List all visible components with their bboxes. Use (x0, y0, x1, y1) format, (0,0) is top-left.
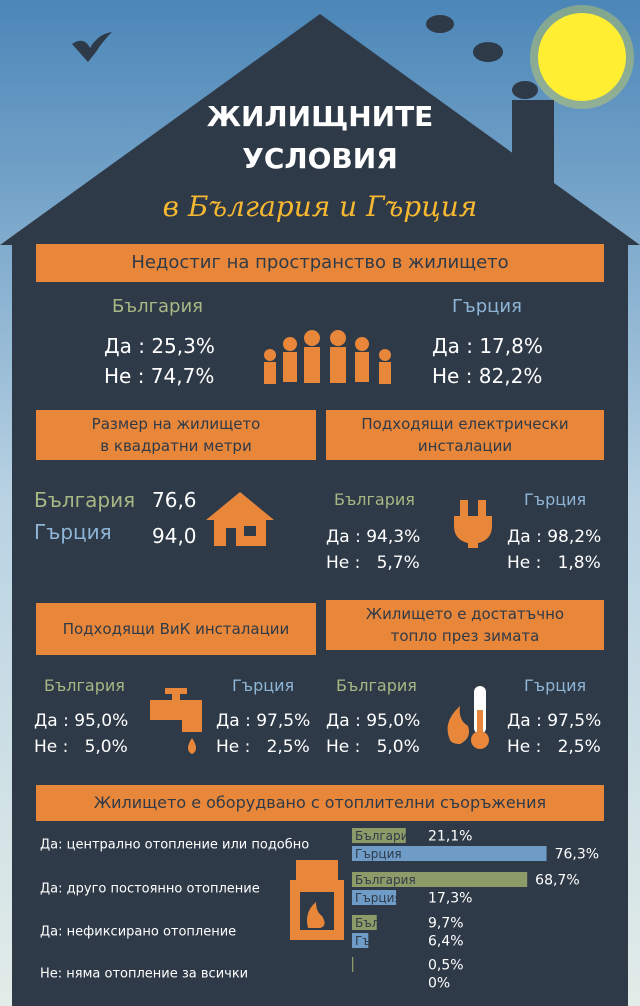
section-heading: Жилището е достатъчно топло през зимата (326, 600, 604, 650)
house-icon (206, 492, 274, 546)
value-label: 0,5% (428, 958, 464, 974)
bar (352, 957, 354, 972)
bar (352, 915, 377, 930)
value: Да : 97,5% (216, 711, 311, 731)
title-line1: ЖИЛИЩНИТЕ (206, 100, 434, 133)
country: Гърция (34, 520, 112, 544)
series-name: България (355, 916, 416, 930)
thermometer-icon (447, 686, 489, 749)
value-label: 76,3% (555, 847, 599, 863)
value: Да : 98,2% (507, 527, 602, 547)
value-label: 68,7% (535, 873, 579, 889)
series-name: Гърция (355, 976, 402, 990)
subtitle: в България и Гърция (162, 190, 478, 223)
value: Не : 2,5% (507, 737, 601, 757)
bar (352, 933, 369, 948)
value: Да : 97,5% (507, 711, 602, 731)
section-heading: Подходящи електрически инсталации (326, 410, 604, 460)
series-name: България (355, 873, 416, 887)
value: Да : 94,3% (326, 527, 421, 547)
value: Не : 5,0% (34, 737, 128, 757)
value-label: 21,1% (428, 829, 472, 845)
series-name: България (355, 958, 416, 972)
bar (352, 872, 528, 887)
roof (0, 14, 640, 245)
series-name: Гърция (355, 891, 402, 905)
series-name: Гърция (355, 934, 402, 948)
category-label: Да: друго постоянно отопление (40, 882, 260, 897)
country: България (336, 676, 417, 695)
title-line2: УСЛОВИЯ (242, 142, 398, 175)
heading-line: Жилището е достатъчно (365, 605, 565, 623)
clouds (426, 15, 538, 99)
bird (72, 32, 112, 62)
value-label: 9,7% (428, 916, 464, 932)
category-label: Да: нефиксирано отопление (40, 925, 236, 940)
heading-line: Жилището е оборудвано с отоплителни съор… (93, 793, 547, 812)
sun (538, 13, 626, 101)
value: Не : 74,7% (104, 364, 215, 388)
heading-line: Недостиг на пространство в жилището (131, 252, 509, 273)
bar (352, 828, 406, 843)
category-label: Не: няма отопление за всички (40, 967, 248, 982)
country: Гърция (524, 676, 587, 695)
chart-title: Жилището е оборудвано с отоплителни съор… (36, 785, 604, 821)
country: Гърция (524, 490, 587, 509)
country: Гърция (452, 296, 522, 317)
bar (352, 846, 547, 861)
series-name: Гърция (355, 847, 402, 861)
value: Не : 5,0% (326, 737, 420, 757)
heading-line: Размер на жилището (91, 415, 261, 433)
fireplace-icon (290, 860, 344, 940)
series-name: България (355, 829, 416, 843)
value: Не : 2,5% (216, 737, 310, 757)
family-icon (264, 330, 391, 384)
section-heading: Размер на жилището в квадратни метри (36, 410, 316, 460)
faucet-icon (150, 688, 202, 754)
country: България (112, 296, 204, 317)
heading-line: Подходящи електрически (361, 415, 569, 433)
bar (352, 890, 397, 905)
category-label: Да: централно отопление или подобно (40, 838, 309, 853)
value: Да : 95,0% (34, 711, 129, 731)
section-heading: Подходящи ВиК инсталации (36, 603, 316, 655)
value: Да : 17,8% (432, 334, 543, 358)
value-label: 17,3% (428, 891, 472, 907)
heading-line: в квадратни метри (100, 437, 252, 455)
value: 76,6 (152, 488, 197, 512)
value-label: 0% (428, 976, 450, 992)
value: Не : 1,8% (507, 553, 601, 573)
value: Да : 95,0% (326, 711, 421, 731)
heading-line: инсталации (417, 437, 513, 455)
country: България (334, 490, 415, 509)
country: България (34, 488, 136, 512)
plug-icon (454, 500, 492, 548)
value: 94,0 (152, 524, 197, 548)
country: България (44, 676, 125, 695)
value: Не : 5,7% (326, 553, 420, 573)
value: Да : 25,3% (104, 334, 215, 358)
value: Не : 82,2% (432, 364, 543, 388)
heading-line: топло през зимата (390, 627, 540, 645)
value-label: 6,4% (428, 934, 464, 950)
country: Гърция (232, 676, 295, 695)
heading-line: Подходящи ВиК инсталации (62, 620, 290, 638)
section-heading: Недостиг на пространство в жилището (36, 244, 604, 282)
